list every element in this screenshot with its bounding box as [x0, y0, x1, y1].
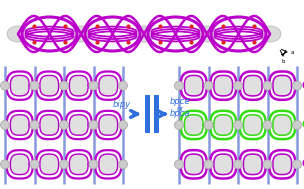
Circle shape [292, 160, 302, 169]
Circle shape [263, 121, 272, 129]
Ellipse shape [196, 26, 218, 42]
Circle shape [119, 81, 127, 90]
Ellipse shape [243, 154, 262, 175]
Ellipse shape [98, 114, 118, 136]
Text: bpca: bpca [170, 109, 190, 118]
Ellipse shape [272, 114, 292, 136]
Ellipse shape [213, 114, 233, 136]
Circle shape [263, 81, 272, 90]
Ellipse shape [40, 154, 59, 175]
Circle shape [30, 81, 39, 90]
Ellipse shape [133, 26, 155, 42]
Ellipse shape [184, 75, 203, 96]
Ellipse shape [10, 114, 29, 136]
Circle shape [30, 160, 39, 169]
Circle shape [233, 160, 243, 169]
Circle shape [1, 160, 9, 169]
Ellipse shape [69, 154, 88, 175]
Circle shape [1, 81, 9, 90]
Circle shape [60, 160, 68, 169]
Ellipse shape [10, 75, 29, 96]
Circle shape [233, 121, 243, 129]
Circle shape [60, 81, 68, 90]
Text: bipy: bipy [113, 100, 131, 109]
Circle shape [292, 81, 302, 90]
Circle shape [204, 81, 213, 90]
Ellipse shape [7, 26, 29, 42]
Text: bpce: bpce [170, 97, 190, 106]
Text: C: C [302, 120, 304, 130]
Ellipse shape [70, 26, 92, 42]
Circle shape [263, 160, 272, 169]
Circle shape [174, 160, 184, 169]
Ellipse shape [98, 75, 118, 96]
Ellipse shape [243, 75, 262, 96]
Ellipse shape [10, 154, 29, 175]
Ellipse shape [98, 154, 118, 175]
Text: C: C [302, 81, 304, 91]
Circle shape [233, 81, 243, 90]
Circle shape [174, 121, 184, 129]
Circle shape [89, 81, 98, 90]
Circle shape [292, 121, 302, 129]
Ellipse shape [69, 114, 88, 136]
Bar [145, 95, 150, 133]
Ellipse shape [272, 154, 292, 175]
Circle shape [119, 121, 127, 129]
Ellipse shape [272, 75, 292, 96]
Text: a: a [291, 50, 295, 54]
Circle shape [119, 160, 127, 169]
Ellipse shape [40, 75, 59, 96]
Circle shape [89, 121, 98, 129]
Text: C: C [302, 159, 304, 169]
Ellipse shape [213, 75, 233, 96]
Circle shape [1, 121, 9, 129]
Circle shape [174, 81, 184, 90]
Text: b: b [281, 59, 285, 64]
Ellipse shape [243, 114, 262, 136]
Circle shape [89, 160, 98, 169]
Ellipse shape [184, 114, 203, 136]
Ellipse shape [40, 114, 59, 136]
Ellipse shape [213, 154, 233, 175]
Circle shape [60, 121, 68, 129]
Bar [154, 95, 159, 133]
Circle shape [204, 160, 213, 169]
Circle shape [30, 121, 39, 129]
Text: or: or [176, 106, 184, 112]
Circle shape [204, 121, 213, 129]
Ellipse shape [259, 26, 281, 42]
Ellipse shape [69, 75, 88, 96]
Ellipse shape [184, 154, 203, 175]
